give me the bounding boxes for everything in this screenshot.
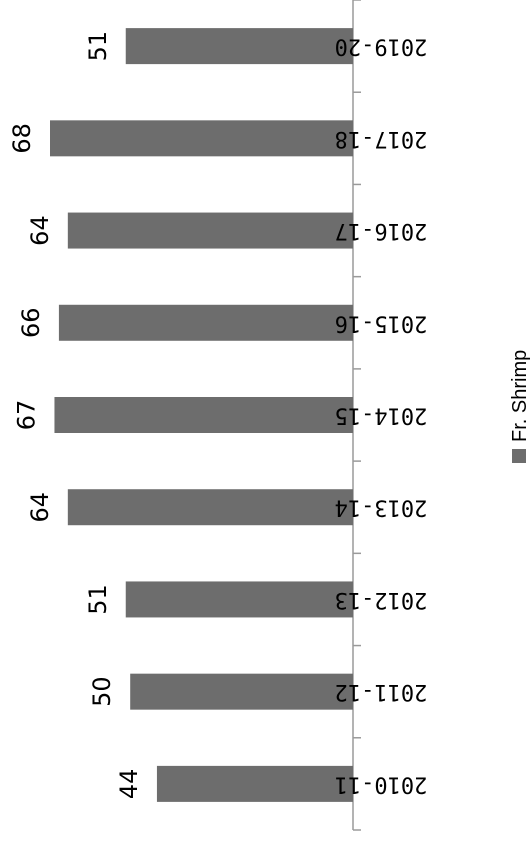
data-label-2013-14: 64 xyxy=(26,492,54,523)
category-tick-labels: 2010-11 2011-12 2012-13 2013-14 2014-15 2015-… xyxy=(335,34,428,797)
data-label-2015-16: 66 xyxy=(17,308,45,339)
data-label-2011-12: 50 xyxy=(88,676,116,707)
tick-label-2015-16: 2015-16 xyxy=(335,310,428,335)
data-label-2012-13: 51 xyxy=(84,584,112,615)
legend: Fr. Shrimp xyxy=(509,350,531,463)
bar-2016-17 xyxy=(67,212,353,249)
bar-2011-12 xyxy=(130,673,353,710)
tick-label-2011-12: 2011-12 xyxy=(335,679,428,704)
bar-2019-20 xyxy=(125,28,353,65)
bars xyxy=(50,28,354,802)
tick-label-2014-15: 2014-15 xyxy=(335,403,428,428)
data-label-2019-20: 51 xyxy=(84,31,112,62)
data-label-2017-18: 68 xyxy=(8,123,36,154)
bar-2012-13 xyxy=(125,581,353,618)
tick-label-2016-17: 2016-17 xyxy=(335,218,428,243)
legend-label: Fr. Shrimp xyxy=(509,350,531,442)
data-labels: 44 50 51 64 67 66 64 68 51 xyxy=(8,31,143,799)
data-label-2010-11: 44 xyxy=(115,769,143,800)
bar-2017-18 xyxy=(50,120,353,157)
tick-label-2010-11: 2010-11 xyxy=(335,771,428,796)
bar-2015-16 xyxy=(58,304,353,341)
data-label-2016-17: 64 xyxy=(26,215,54,246)
tick-label-2017-18: 2017-18 xyxy=(335,126,428,151)
bar-2014-15 xyxy=(54,397,354,433)
tick-label-2013-14: 2013-14 xyxy=(335,495,428,520)
bar-2013-14 xyxy=(67,489,353,526)
legend-swatch xyxy=(512,449,526,463)
data-label-2014-15: 67 xyxy=(12,400,40,431)
tick-label-2012-13: 2012-13 xyxy=(335,587,428,612)
tick-label-2019-20: 2019-20 xyxy=(335,34,428,59)
bar-2010-11 xyxy=(156,765,353,802)
